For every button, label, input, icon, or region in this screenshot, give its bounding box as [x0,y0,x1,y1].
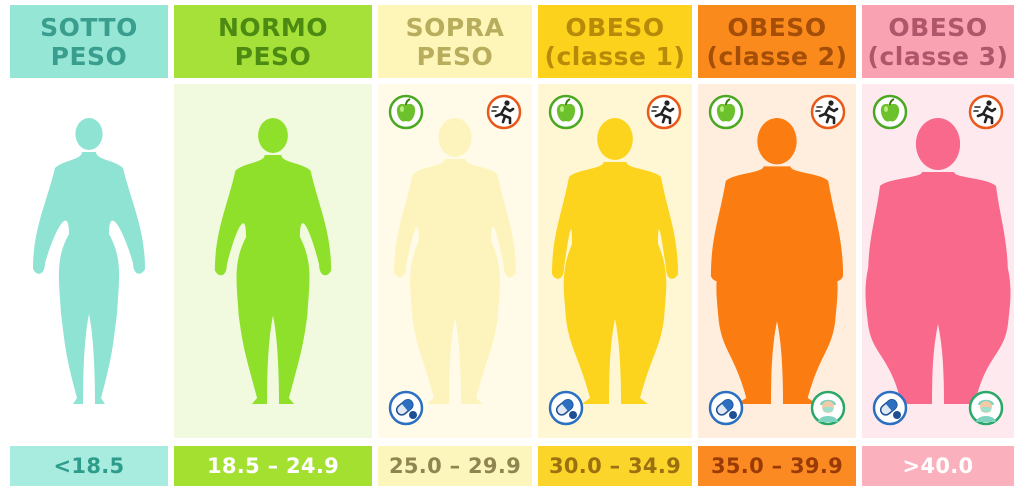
category-header: SOTTO PESO [10,5,168,78]
header-line-1: SOTTO [40,12,138,42]
pills-icon [388,390,424,426]
apple-icon [708,94,744,130]
pills-icon [548,390,584,426]
bmi-range: 30.0 – 34.9 [538,446,692,486]
header-line-2: PESO [50,41,128,71]
surgeon-icon [810,390,846,426]
apple-icon [388,94,424,130]
category-header: NORMO PESO [174,5,372,78]
header-line-1: OBESO [888,12,988,42]
header-line-2: (classe 2) [706,41,848,71]
apple-icon [872,94,908,130]
head-shape [258,118,288,153]
apple-icon [548,94,584,130]
pills-icon [872,390,908,426]
bmi-range-label: 18.5 – 24.9 [206,454,340,478]
bmi-range-label: 35.0 – 39.9 [710,454,844,478]
head-shape [915,118,961,170]
category-header: OBESO (classe 3) [862,5,1014,78]
body-silhouette [394,118,516,404]
bmi-range-label: >40.0 [902,454,974,478]
bmi-range: 25.0 – 29.9 [378,446,532,486]
header-line-2: (classe 1) [544,41,686,71]
running-icon [486,94,522,130]
body-shape [394,159,516,404]
pills-icon [708,390,744,426]
surgeon-icon [968,390,1004,426]
bmi-range-label: 25.0 – 29.9 [388,454,522,478]
category-obeso-classe-1: OBESO (classe 1) 30.0 – 34.9 [538,0,692,492]
head-shape [757,118,797,165]
header-line-2: (classe 3) [867,41,1009,71]
running-icon [646,94,682,130]
bmi-range: <18.5 [10,446,168,486]
body-shape [214,155,332,404]
category-header: OBESO (classe 1) [538,5,692,78]
body-shape [710,166,844,404]
category-normo-peso: NORMO PESO 18.5 – 24.9 [174,0,372,492]
bmi-range: 35.0 – 39.9 [698,446,856,486]
body-silhouette [214,118,332,404]
head-shape [438,118,472,157]
running-icon [968,94,1004,130]
category-obeso-classe-2: OBESO (classe 2) 35.0 – 39.9 [698,0,856,492]
header-line-1: SOPRA [405,12,505,42]
bmi-range-label: 30.0 – 34.9 [548,454,682,478]
body-silhouette [865,118,1011,404]
header-line-1: OBESO [565,12,665,42]
header-line-1: NORMO [217,12,329,42]
category-sotto-peso: SOTTO PESO <18.5 [10,0,168,492]
header-line-1: OBESO [727,12,827,42]
body-shape [865,172,1011,404]
body-shape [552,162,678,404]
category-obeso-classe-3: OBESO (classe 3) >40.0 [862,0,1014,492]
header-line-2: PESO [234,41,312,71]
category-sopra-peso: SOPRA PESO 25.0 – 29.9 [378,0,532,492]
bmi-range: >40.0 [862,446,1014,486]
bmi-range: 18.5 – 24.9 [174,446,372,486]
header-line-2: PESO [416,41,494,71]
head-shape [75,118,103,150]
body-silhouette [33,118,145,404]
body-shape [33,152,145,404]
head-shape [597,118,633,160]
category-header: OBESO (classe 2) [698,5,856,78]
bmi-range-label: <18.5 [53,454,125,478]
body-silhouette [552,118,678,404]
running-icon [810,94,846,130]
body-silhouette [710,118,844,404]
category-header: SOPRA PESO [378,5,532,78]
